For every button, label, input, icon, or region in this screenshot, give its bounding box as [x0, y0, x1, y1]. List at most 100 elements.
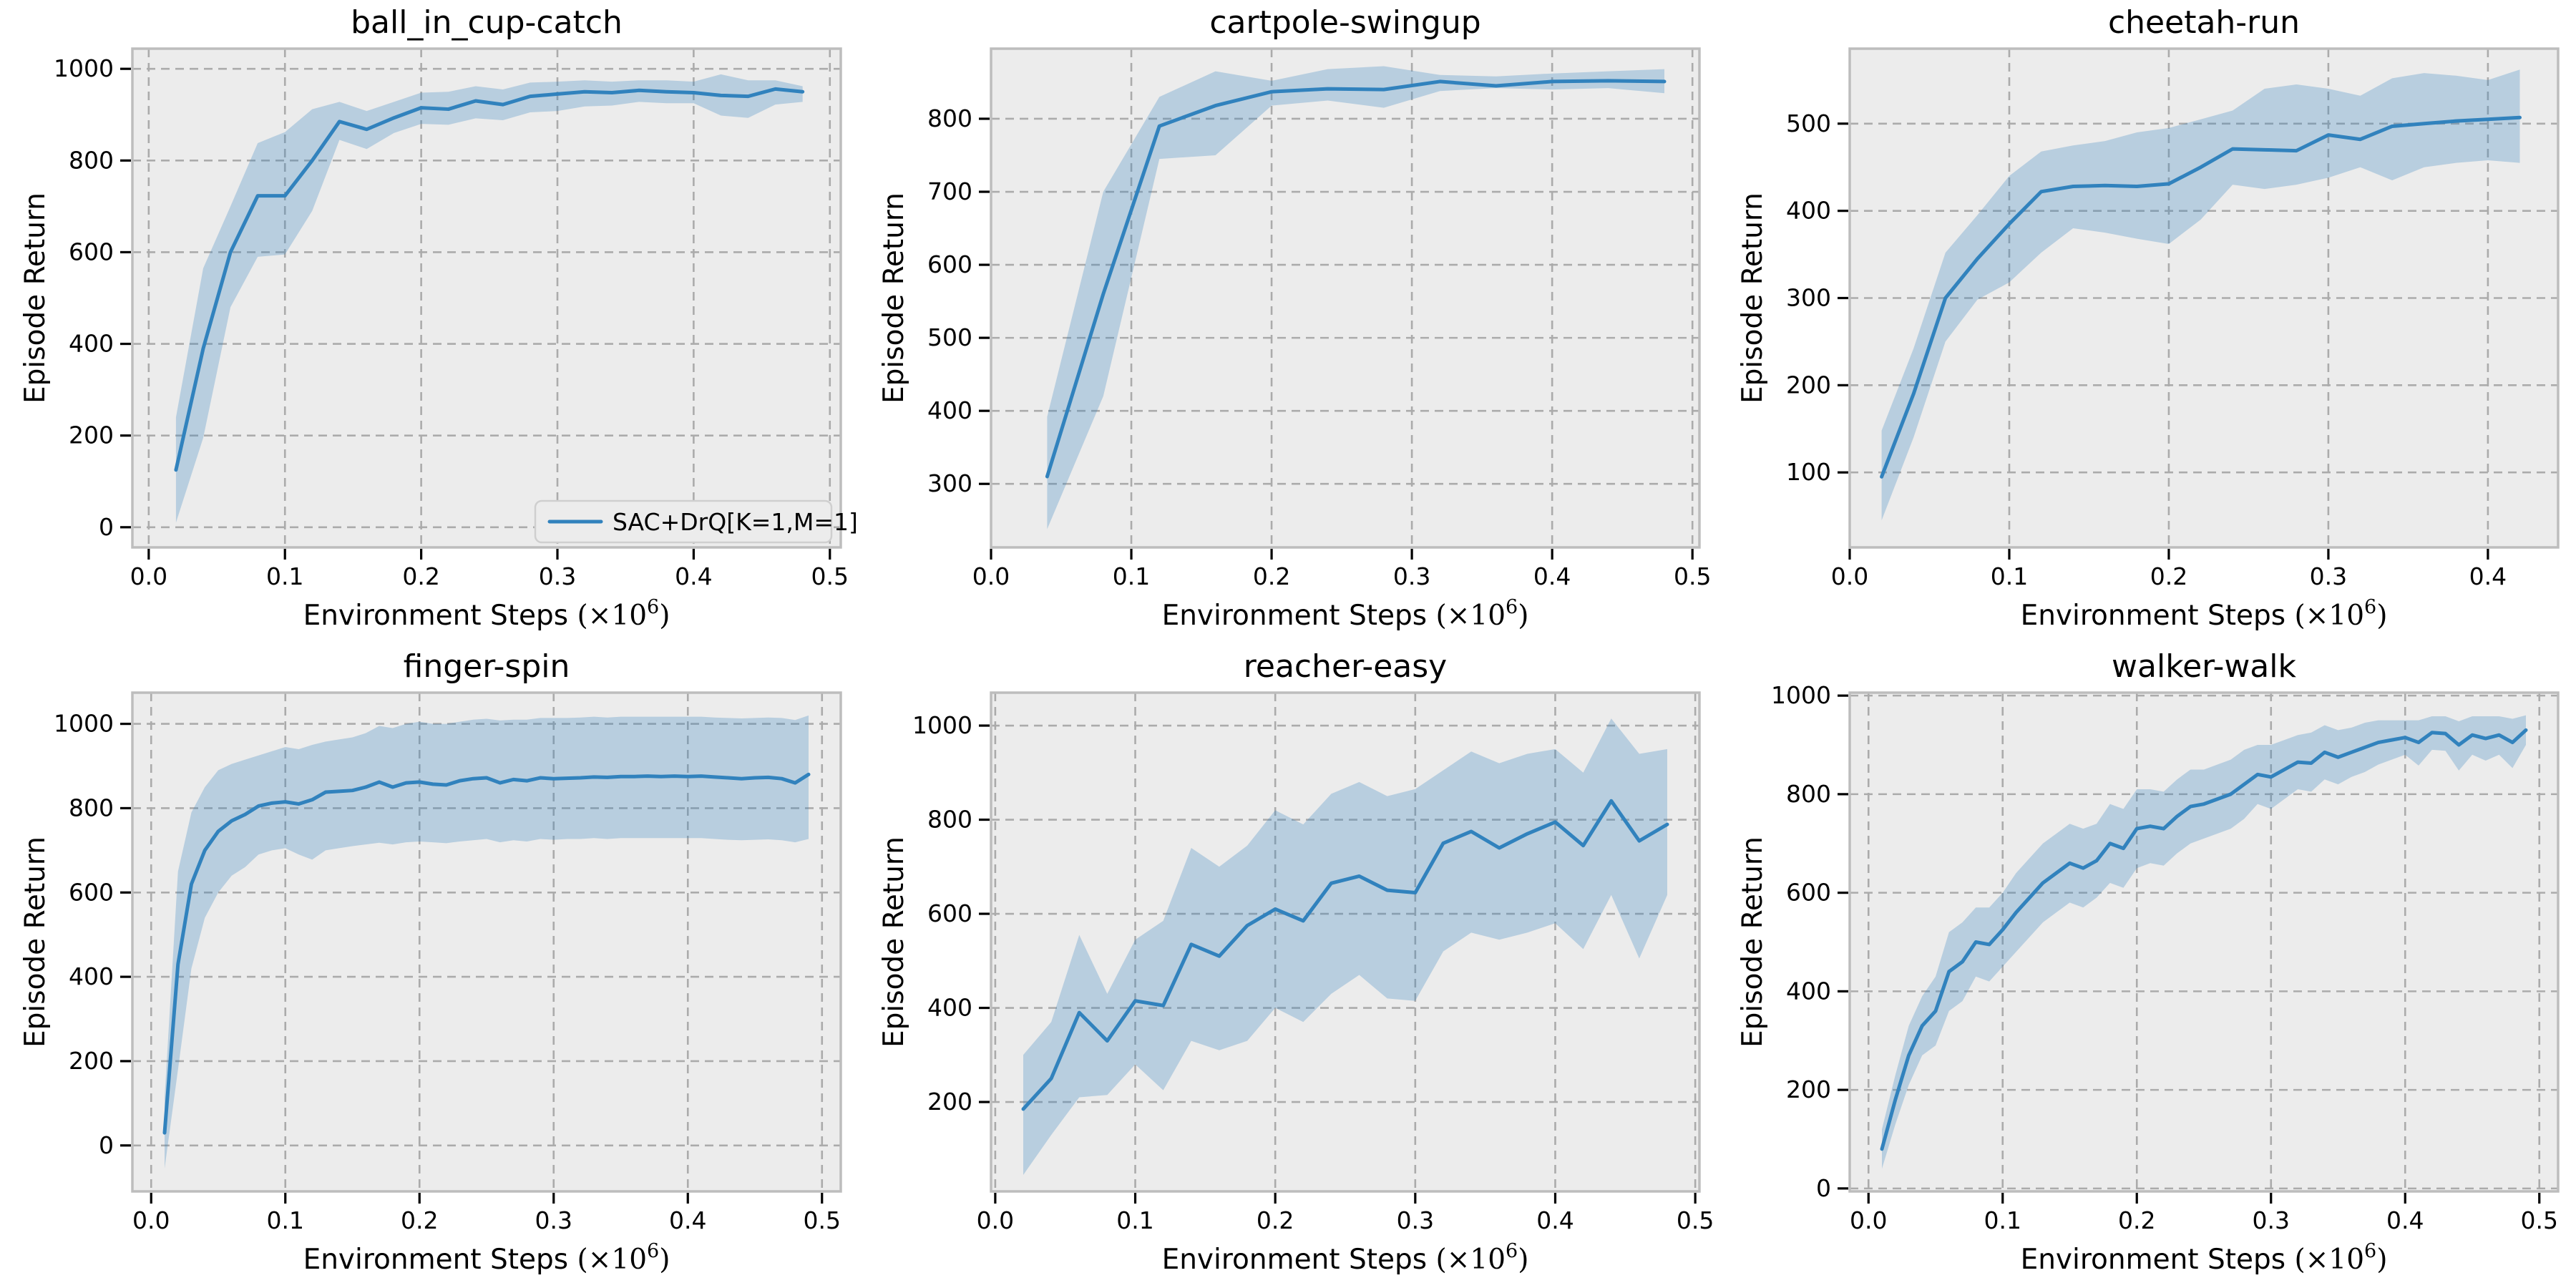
- x-axis-label: Environment Steps (×106): [1162, 1240, 1529, 1276]
- x-tick-label: 0.2: [401, 1206, 438, 1234]
- chart-title: walker-walk: [2112, 648, 2296, 685]
- confidence-band: [165, 715, 809, 1169]
- y-tick-label: 200: [69, 1047, 114, 1075]
- confidence-band: [1881, 69, 2520, 521]
- x-tick-label: 0.4: [1536, 1206, 1574, 1234]
- y-tick-label: 200: [1786, 1075, 1831, 1103]
- x-axis-label: Environment Steps (×106): [303, 1240, 670, 1276]
- y-tick-label: 200: [1786, 371, 1831, 399]
- x-tick-label: 0.5: [804, 1206, 841, 1234]
- y-axis-label: Episode Return: [19, 192, 52, 404]
- x-axis-label: Environment Steps (×106): [1162, 596, 1529, 632]
- x-tick-label: 0.4: [675, 562, 712, 590]
- y-tick-label: 800: [927, 806, 972, 834]
- axes-frame: [990, 691, 1701, 1193]
- legend-label: SAC+DrQ[K=1,M=1]: [613, 508, 858, 536]
- x-tick-label: 0.1: [1991, 562, 2028, 590]
- x-tick-label: 0.1: [267, 1206, 304, 1234]
- x-tick-label: 0.2: [2118, 1206, 2155, 1234]
- y-tick-label: 200: [69, 421, 114, 449]
- y-axis-label: Episode Return: [19, 836, 52, 1048]
- chart-cheetah-run: 0.0 0.1 0.2 0.3 0.4 100 200 300 400 500 cheetah-ru…: [1737, 4, 2560, 632]
- mean-line: [174, 87, 805, 472]
- x-tick-label: 0.2: [402, 562, 439, 590]
- y-tick-label: 200: [927, 1088, 972, 1116]
- x-tick-label: 0.5: [1674, 562, 1711, 590]
- x-tick-label: 0.0: [1850, 1206, 1887, 1234]
- chart-finger-spin: 0.0 0.1 0.2 0.3 0.4 0.5 0 200 400 600 800 1000 finge…: [19, 648, 842, 1276]
- axes-frame: [131, 691, 842, 1193]
- x-tick-label: 0.4: [2386, 1206, 2424, 1234]
- y-tick-label: 400: [927, 994, 972, 1022]
- subplot-5: 0.0 0.1 0.2 0.3 0.4 0.5 200 400 600 800 1000 reache…: [859, 644, 1717, 1288]
- chart-title: finger-spin: [404, 648, 570, 685]
- x-tick-label: 0.3: [1393, 562, 1430, 590]
- y-tick-label: 800: [927, 104, 972, 132]
- x-tick-label: 0.5: [2521, 1206, 2558, 1234]
- x-tick-label: 0.0: [972, 562, 1010, 590]
- mean-line: [1045, 79, 1667, 479]
- x-tick-label: 0.3: [1397, 1206, 1434, 1234]
- y-tick-label: 0: [99, 1131, 114, 1159]
- axes-frame: [1848, 47, 2560, 549]
- y-tick-label: 500: [1786, 109, 1831, 137]
- x-axis-label: Environment Steps (×106): [303, 596, 670, 632]
- plot-area: [1850, 693, 2558, 1191]
- x-tick-label: 0.5: [811, 562, 849, 590]
- x-tick-label: 0.2: [1253, 562, 1290, 590]
- y-tick-label: 400: [69, 330, 114, 358]
- y-tick-label: 1000: [54, 710, 114, 738]
- x-tick-label: 0.0: [132, 1206, 170, 1234]
- chart-reacher-easy: 0.0 0.1 0.2 0.3 0.4 0.5 200 400 600 800 1000 reache…: [878, 648, 1714, 1276]
- x-tick-label: 0.1: [1113, 562, 1150, 590]
- y-tick-label: 300: [1786, 284, 1831, 312]
- y-tick-label: 1000: [54, 54, 114, 82]
- x-tick-label: 0.4: [1533, 562, 1571, 590]
- chart-ball-in-cup-catch: 0.0 0.1 0.2 0.3 0.4 0.5 0 200 400 600 800 1000 ball_…: [19, 4, 858, 632]
- y-tick-label: 400: [927, 396, 972, 424]
- x-tick-label: 0.1: [1984, 1206, 2021, 1234]
- x-tick-label: 0.4: [669, 1206, 706, 1234]
- mean-line: [1880, 115, 2522, 479]
- y-axis-label: Episode Return: [1737, 836, 1769, 1048]
- y-tick-label: 300: [927, 469, 972, 497]
- y-tick-label: 800: [69, 794, 114, 821]
- subplot-6: 0.0 0.1 0.2 0.3 0.4 0.5 0 200 400 600 800 1000 walke…: [1717, 644, 2576, 1288]
- subplot-2: 0.0 0.1 0.2 0.3 0.4 0.5 300 400 500 600 700 800 cart…: [859, 0, 1717, 644]
- plot-area: [991, 49, 1699, 547]
- chart-title: cartpole-swingup: [1209, 4, 1480, 41]
- subplot-1: 0.0 0.1 0.2 0.3 0.4 0.5 0 200 400 600 800 1000 ball_…: [0, 0, 859, 644]
- y-tick-label: 600: [69, 238, 114, 265]
- chart-title: cheetah-run: [2108, 4, 2300, 41]
- x-tick-label: 0.1: [266, 562, 303, 590]
- axes-frame: [990, 47, 1701, 549]
- y-tick-label: 0: [99, 513, 114, 541]
- y-tick-label: 500: [927, 323, 972, 351]
- x-tick-label: 0.0: [130, 562, 167, 590]
- x-tick-label: 0.2: [2150, 562, 2187, 590]
- y-axis-label: Episode Return: [878, 192, 910, 404]
- confidence-band: [1023, 718, 1667, 1175]
- x-tick-label: 0.4: [2469, 562, 2507, 590]
- y-tick-label: 600: [1786, 879, 1831, 907]
- x-tick-label: 0.1: [1116, 1206, 1153, 1234]
- y-tick-label: 700: [927, 177, 972, 205]
- y-tick-label: 600: [927, 250, 972, 278]
- y-tick-label: 400: [1786, 197, 1831, 225]
- y-tick-label: 800: [1786, 780, 1831, 808]
- chart-title: reacher-easy: [1244, 648, 1447, 685]
- y-tick-label: 600: [927, 899, 972, 927]
- y-tick-label: 400: [69, 962, 114, 990]
- mean-line: [1021, 799, 1669, 1111]
- x-tick-label: 0.3: [539, 562, 576, 590]
- subplot-4: 0.0 0.1 0.2 0.3 0.4 0.5 0 200 400 600 800 1000 finge…: [0, 644, 859, 1288]
- chart-title: ball_in_cup-catch: [351, 4, 623, 41]
- chart-cartpole-swingup: 0.0 0.1 0.2 0.3 0.4 0.5 300 400 500 600 700 800 cart…: [878, 4, 1711, 632]
- x-tick-label: 0.5: [1677, 1206, 1714, 1234]
- y-tick-label: 1000: [912, 711, 972, 739]
- x-tick-label: 0.3: [2253, 1206, 2290, 1234]
- confidence-band: [1882, 715, 2526, 1169]
- x-tick-label: 0.3: [535, 1206, 572, 1234]
- x-axis-label: Environment Steps (×106): [2021, 1240, 2388, 1276]
